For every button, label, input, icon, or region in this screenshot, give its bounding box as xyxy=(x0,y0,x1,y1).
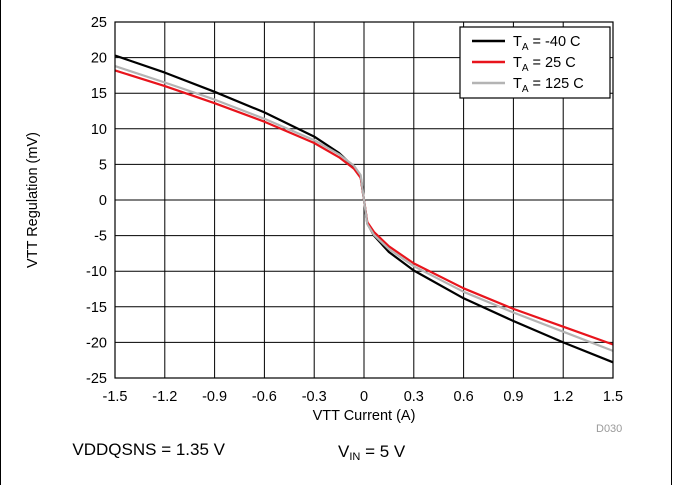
x-tick-label: -0.9 xyxy=(202,389,227,405)
x-tick-label: 0.6 xyxy=(454,389,474,405)
y-tick-label: 10 xyxy=(91,122,107,138)
legend-label: TA = 25 C xyxy=(513,55,576,74)
figure-id: D030 xyxy=(596,423,623,435)
y-axis-title: VTT Regulation (mV) xyxy=(25,132,41,268)
vddqsns-note: VDDQSNS = 1.35 V xyxy=(72,440,225,459)
y-tick-label: -25 xyxy=(86,371,107,387)
y-tick-label: 15 xyxy=(91,86,107,102)
vin-note: VIN = 5 V xyxy=(338,442,405,463)
y-tick-label: 20 xyxy=(91,51,107,67)
legend-label: TA = -40 C xyxy=(513,34,581,53)
x-axis-title: VTT Current (A) xyxy=(313,408,416,424)
vin-note-base: V xyxy=(338,442,350,461)
y-tick-label: -10 xyxy=(86,264,107,280)
vin-note-rest: = 5 V xyxy=(360,442,406,461)
x-tick-label: -0.3 xyxy=(302,389,327,405)
x-tick-label: 1.5 xyxy=(603,389,623,405)
x-tick-label: 0.9 xyxy=(503,389,523,405)
y-tick-label: 5 xyxy=(99,157,107,173)
x-tick-label: -1.2 xyxy=(152,389,177,405)
x-tick-label: 0 xyxy=(360,389,368,405)
y-tick-label: -20 xyxy=(86,335,107,351)
x-tick-label: 1.2 xyxy=(553,389,573,405)
x-tick-label: -1.5 xyxy=(103,389,128,405)
line-chart: -1.5 -1.2 -0.9 -0.6 -0.3 0 0.3 0.6 0.9 1.2 1.5 25 20… xyxy=(25,15,623,424)
legend-label: TA = 125 C xyxy=(513,76,584,95)
vin-note-sub: IN xyxy=(349,451,361,463)
y-tick-label: 25 xyxy=(91,15,107,31)
y-tick-label: -15 xyxy=(86,300,107,316)
y-tick-label: -5 xyxy=(94,229,107,245)
y-tick-label: 0 xyxy=(99,193,107,209)
plot-border xyxy=(114,21,614,379)
x-tick-label: 0.3 xyxy=(404,389,424,405)
series-line xyxy=(114,65,614,352)
x-tick-label: -0.6 xyxy=(252,389,277,405)
